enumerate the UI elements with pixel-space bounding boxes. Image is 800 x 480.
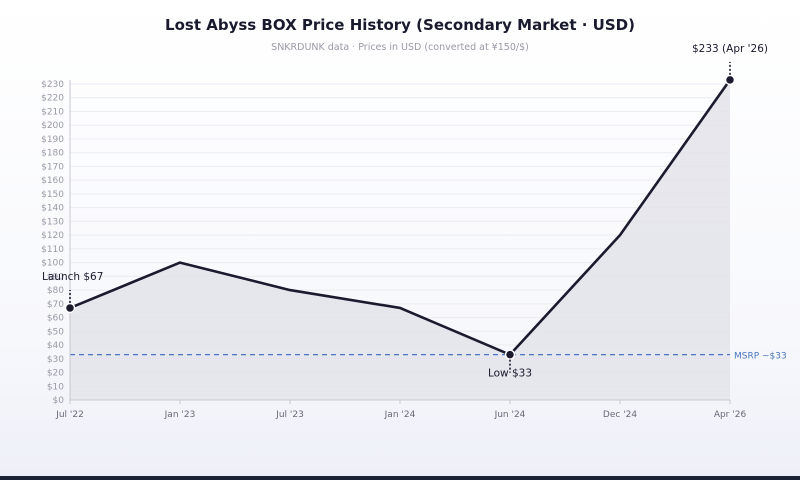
bottom-bar bbox=[0, 476, 800, 480]
y-tick-label: $140 bbox=[41, 204, 64, 214]
y-tick-label: $190 bbox=[41, 135, 64, 145]
price-line-layer bbox=[69, 79, 732, 356]
y-tick-label: $90 bbox=[47, 272, 64, 282]
y-tick-label: $230 bbox=[41, 80, 64, 90]
annotation-label: Low $33 bbox=[488, 368, 532, 380]
y-tick-label: $10 bbox=[47, 382, 64, 392]
area-fill-layer bbox=[70, 79, 730, 400]
y-tick-label: $40 bbox=[47, 341, 64, 351]
y-tick-label: $50 bbox=[47, 327, 64, 337]
annotations: Launch $67 Low $33 $233 (Apr '26) bbox=[42, 43, 768, 380]
y-tick-label: $110 bbox=[41, 245, 64, 255]
data-point-marker bbox=[504, 349, 516, 360]
annotation-label: $233 (Apr '26) bbox=[692, 43, 768, 55]
x-tick-label: Jul '23 bbox=[275, 410, 304, 420]
x-tick-label: Apr '26 bbox=[714, 410, 747, 420]
x-tick-label: Jul '22 bbox=[55, 410, 84, 420]
annotation-label: Launch $67 bbox=[42, 271, 103, 283]
y-tick-label: $200 bbox=[41, 121, 64, 131]
y-tick-label: $210 bbox=[41, 107, 64, 117]
y-tick-label: $30 bbox=[47, 355, 64, 365]
data-point-marker bbox=[64, 302, 76, 314]
data-point-marker bbox=[724, 74, 736, 86]
y-tick-label: $130 bbox=[41, 217, 64, 227]
y-tick-label: $180 bbox=[41, 149, 64, 159]
msrp-reference-layer: MSRP ~$33 bbox=[70, 352, 787, 362]
x-tick-label: Jan '24 bbox=[384, 410, 416, 420]
x-tick-label: Dec '24 bbox=[603, 410, 637, 420]
y-tick-label: $170 bbox=[41, 162, 64, 172]
series-area-fill bbox=[70, 79, 730, 400]
x-tick-label: Jun '24 bbox=[494, 410, 526, 420]
axes: $0 $10 $20 $30 $40 $50 $60 $70 $80 $90 $100 $110 $12… bbox=[41, 80, 746, 420]
series-line bbox=[69, 79, 732, 356]
y-tick-label: $80 bbox=[47, 286, 64, 296]
y-tick-label: $120 bbox=[41, 231, 64, 241]
y-tick-label: $220 bbox=[41, 94, 64, 104]
data-points bbox=[64, 74, 736, 360]
msrp-label: MSRP ~$33 bbox=[734, 352, 787, 362]
y-tick-label: $20 bbox=[47, 369, 64, 379]
y-tick-label: $100 bbox=[41, 259, 64, 269]
x-tick-label: Jan '23 bbox=[164, 410, 196, 420]
y-tick-label: $150 bbox=[41, 190, 64, 200]
chart-subtitle: SNKRDUNK data · Prices in USD (converted… bbox=[271, 42, 529, 53]
y-tick-label: $70 bbox=[47, 300, 64, 310]
y-tick-label: $160 bbox=[41, 176, 64, 186]
y-tick-label: $60 bbox=[47, 314, 64, 324]
y-tick-label: $0 bbox=[53, 396, 65, 406]
chart-title: Lost Abyss BOX Price History (Secondary … bbox=[165, 16, 635, 34]
